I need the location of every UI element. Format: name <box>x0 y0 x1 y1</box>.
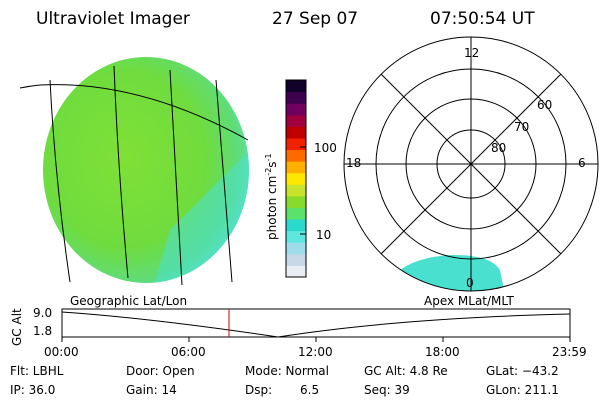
colorbar-unit-label: photon cm-2s-1 <box>264 153 279 240</box>
time-tick-1200: 12:00 <box>298 345 333 359</box>
filter-status: Flt: LBHL <box>10 364 64 378</box>
instrument-title: Ultraviolet Imager <box>36 9 190 29</box>
longitude-line-2 <box>113 65 129 279</box>
mlt-label-bottom: 0 <box>466 276 474 290</box>
colorbar-segment <box>286 149 306 162</box>
altitude-curve <box>61 311 571 338</box>
colorbar-segment <box>286 172 306 185</box>
colorbar-segment <box>286 114 306 127</box>
seq-status: Seq: 39 <box>364 383 410 397</box>
time-label: 07:50:54 UT <box>430 9 535 29</box>
colorbar-segment <box>286 207 306 220</box>
glat-status: GLat: −43.2 <box>486 364 559 378</box>
colorbar-segment <box>286 184 306 197</box>
altitude-plot-frame <box>61 308 571 338</box>
unit-exp2: -1 <box>264 153 273 162</box>
colorbar-segment <box>286 253 306 266</box>
latitude-line-ext <box>19 84 41 89</box>
longitude-line-3 <box>169 69 183 286</box>
mode-status: Mode: Normal <box>245 364 329 378</box>
glon-status: GLon: 211.1 <box>486 383 559 397</box>
colorbar <box>286 80 306 278</box>
ip-status: IP: 36.0 <box>10 383 56 397</box>
colorbar-segment <box>286 242 306 255</box>
date-label: 27 Sep 07 <box>272 9 359 29</box>
time-tick-2359: 23:59 <box>552 345 587 359</box>
time-tick-1800: 18:00 <box>425 345 460 359</box>
mlat-label-70: 70 <box>514 120 530 134</box>
colorbar-segment <box>286 80 306 93</box>
mlt-label-top: 12 <box>464 46 480 60</box>
altitude-ytick-low: 1.8 <box>33 324 53 338</box>
dsp-value: 6.5 <box>300 383 320 397</box>
mlat-label-60: 60 <box>537 98 553 112</box>
mlat-label-80: 80 <box>491 141 507 155</box>
colorbar-segment <box>286 103 306 116</box>
colorbar-segment <box>286 230 306 243</box>
polar-plot <box>343 36 599 292</box>
colorbar-segment <box>286 265 306 278</box>
time-tick-0600: 06:00 <box>171 345 206 359</box>
longitude-line-1 <box>49 79 71 283</box>
unit-text: photon cm <box>265 175 279 240</box>
geographic-label: Geographic Lat/Lon <box>70 294 188 308</box>
unit-mid: s <box>265 161 279 168</box>
colorbar-segment <box>286 91 306 104</box>
colorbar-segment <box>286 137 306 151</box>
mlt-label-left: 18 <box>346 156 362 170</box>
altitude-ytick-high: 9.0 <box>33 306 53 320</box>
gc-alt-status: GC Alt: 4.8 Re <box>364 364 448 378</box>
latitude-line <box>39 84 249 141</box>
unit-exp1: -2 <box>264 167 273 176</box>
longitude-line-4 <box>215 79 233 283</box>
mlt-label-right: 6 <box>578 156 586 170</box>
colorbar-segment <box>286 219 306 232</box>
apex-label: Apex MLat/MLT <box>424 294 514 308</box>
colorbar-segment <box>286 195 306 208</box>
altitude-ylabel: GC Alt <box>10 308 24 346</box>
time-tick-0000: 00:00 <box>44 345 79 359</box>
colorbar-tick-100: 100 <box>314 141 337 155</box>
door-status: Door: Open <box>126 364 195 378</box>
dsp-label: Dsp: <box>245 383 273 397</box>
gain-status: Gain: 14 <box>126 383 177 397</box>
colorbar-tick-10: 10 <box>316 228 332 242</box>
colorbar-segment <box>286 126 306 139</box>
colorbar-segment <box>286 161 306 174</box>
